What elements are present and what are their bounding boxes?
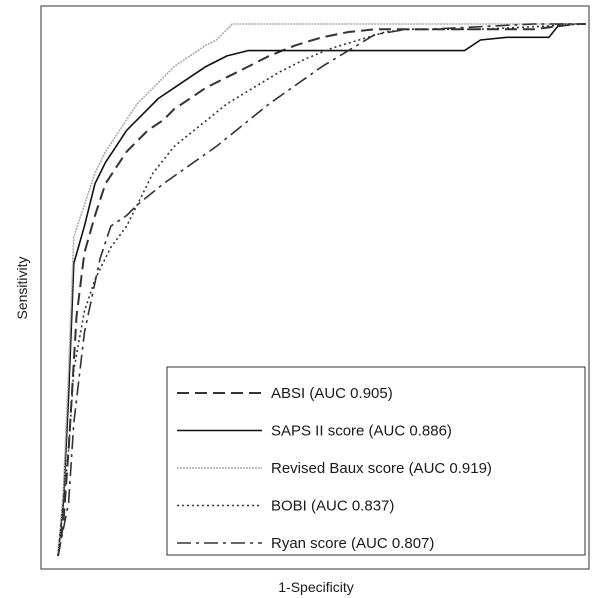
x-axis-title: 1-Specificity [278, 579, 353, 595]
legend-entry-saps-ii-score: SAPS II score (AUC 0.886) [177, 423, 452, 440]
plot-frame [40, 5, 590, 570]
legend-label: Ryan score (AUC 0.807) [271, 535, 434, 552]
roc-curves [57, 23, 587, 557]
legend: ABSI (AUC 0.905) SAPS II score (AUC 0.886… [166, 366, 586, 556]
series-line-saps-ii-score [57, 23, 586, 557]
y-axis-title: Sensitivity [14, 256, 30, 319]
legend-items: ABSI (AUC 0.905) SAPS II score (AUC 0.886… [177, 385, 492, 552]
series-line-revised-baux-score [57, 23, 586, 557]
legend-box [166, 366, 586, 556]
legend-entry-ryan-score: Ryan score (AUC 0.807) [177, 535, 434, 552]
series-line-bobi [57, 23, 587, 557]
legend-entry-revised-baux-score: Revised Baux score (AUC 0.919) [177, 460, 492, 477]
series-line-absi [57, 23, 586, 557]
series-line-ryan-score [57, 23, 586, 557]
legend-entry-bobi: BOBI (AUC 0.837) [177, 498, 394, 515]
legend-label: BOBI (AUC 0.837) [271, 498, 394, 515]
legend-label: Revised Baux score (AUC 0.919) [271, 460, 492, 477]
legend-entry-absi: ABSI (AUC 0.905) [177, 385, 393, 402]
legend-label: ABSI (AUC 0.905) [271, 385, 393, 402]
legend-label: SAPS II score (AUC 0.886) [271, 423, 452, 440]
